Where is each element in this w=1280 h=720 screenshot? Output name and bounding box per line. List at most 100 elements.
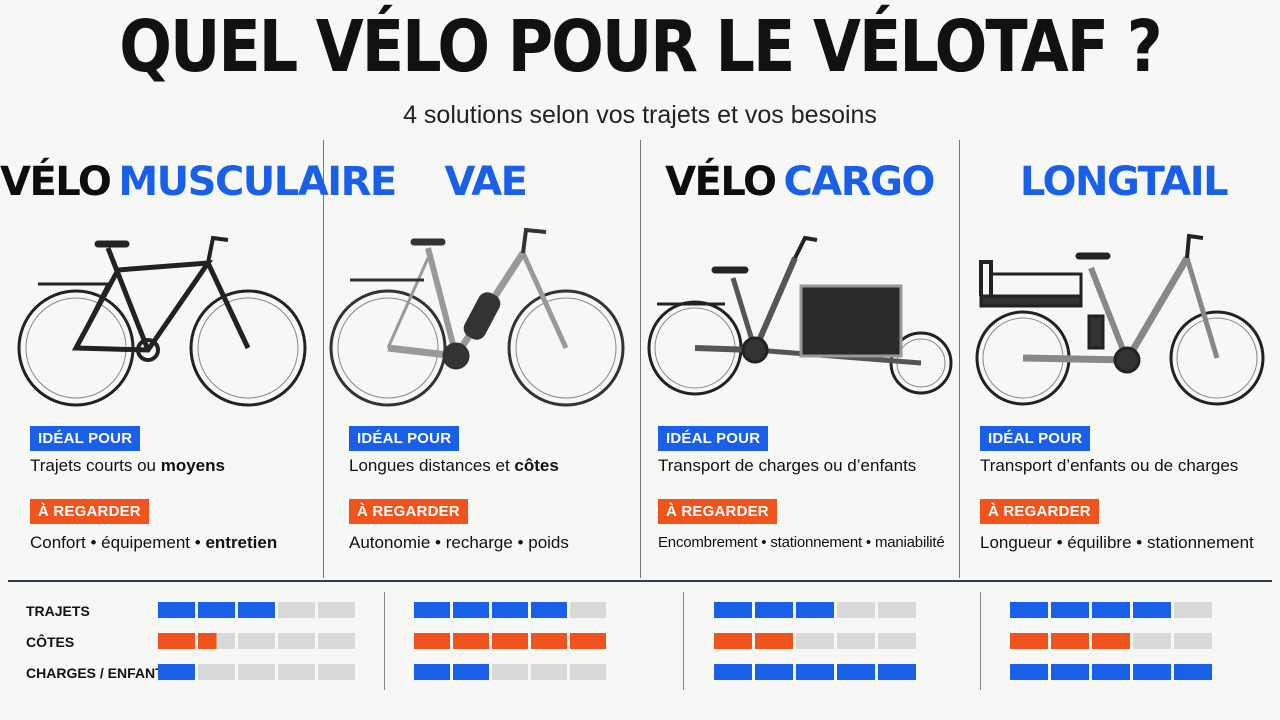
rating-divider [980,592,981,690]
rating-bar [1010,664,1212,680]
rating-bar [1010,633,1212,649]
rating-bar [714,664,916,680]
rating-bar [158,602,355,618]
rating-segment [158,633,195,649]
rating-segment [453,664,489,680]
rating-segment [198,664,235,680]
rating-segment [1092,633,1130,649]
rating-bar [714,602,916,618]
rating-segment [837,664,875,680]
electric-bike-illustration [329,227,625,407]
page-subtitle: 4 solutions selon vos trajets et vos bes… [403,101,877,129]
rating-segment [837,602,875,618]
rating-segment [198,633,235,649]
watch-text: Autonomie • recharge • poids [349,533,569,552]
column-divider [323,140,324,578]
rating-segment [278,664,315,680]
rating-segment [837,633,875,649]
rating-segment [453,602,489,618]
rating-segment [714,664,752,680]
rating-segment [1092,664,1130,680]
ideal-text: Transport d’enfants ou de charges [980,456,1239,475]
watch-badge: À REGARDER [980,499,1099,524]
rating-segment [278,602,315,618]
rating-segment [414,664,450,680]
rating-segment [570,602,606,618]
watch-text: Longueur • équilibre • stationnement [980,533,1254,552]
rating-bar [158,664,355,680]
rating-segment [238,664,275,680]
rating-segment [453,633,489,649]
rating-segment [755,664,793,680]
column-heading-vae: VAE [444,159,528,205]
city-bike-illustration [17,235,307,407]
rating-segment [1010,633,1048,649]
rating-segment [714,602,752,618]
rating-divider [384,592,385,690]
page-title: QUEL VÉLO POUR LE VÉLOTAF ? [119,4,1162,89]
rating-segment [238,602,275,618]
rating-segment [414,633,450,649]
rating-bar [1010,602,1212,618]
rating-segment [755,602,793,618]
rating-segment [570,633,606,649]
rating-segment [492,633,528,649]
watch-text: Encombrement • stationnement • maniabili… [658,534,945,551]
rating-bar [158,633,355,649]
rating-bar [414,664,606,680]
rating-segment [414,602,450,618]
ideal-badge: IDÉAL POUR [980,426,1091,451]
rating-segment [878,633,916,649]
rating-segment [1051,602,1089,618]
rating-segment [1133,633,1171,649]
column-divider [959,140,960,578]
ideal-text: Transport de charges ou d’enfants [658,456,917,475]
rating-segment [158,602,195,618]
rating-segment [878,602,916,618]
rating-bar [714,633,916,649]
rating-segment [278,633,315,649]
watch-badge: À REGARDER [658,499,777,524]
ideal-text: Longues distances et côtes [349,456,559,475]
rating-segment [796,602,834,618]
rating-segment [1051,664,1089,680]
rating-segment [570,664,606,680]
rating-label-cotes: CÔTES [26,634,75,650]
ideal-badge: IDÉAL POUR [349,426,460,451]
rating-segment [1174,633,1212,649]
rating-segment [318,633,355,649]
rating-segment [492,602,528,618]
rating-segment [796,633,834,649]
rating-segment [878,664,916,680]
rating-bar [414,633,606,649]
rating-segment [1174,602,1212,618]
rating-bar [414,602,606,618]
longtail-bike-illustration [975,233,1265,406]
rating-label-charges: CHARGES / ENFANTS [26,665,174,681]
watch-text: Confort • équipement • entretien [30,533,278,552]
rating-segment [1174,664,1212,680]
column-heading-cargo: VÉLO CARGO [665,159,935,205]
watch-badge: À REGARDER [30,499,149,524]
rating-segment [1051,633,1089,649]
column-heading-musculaire: VÉLO MUSCULAIRE [0,159,397,205]
rating-segment [318,664,355,680]
rating-segment [198,602,235,618]
rating-label-trajets: TRAJETS [26,603,90,619]
rating-segment [318,602,355,618]
rating-segment [796,664,834,680]
ideal-text: Trajets courts ou moyens [30,456,225,475]
rating-segment [492,664,528,680]
rating-divider [683,592,684,690]
rating-segment [1133,602,1171,618]
rating-segment [1092,602,1130,618]
rating-segment [1010,664,1048,680]
column-heading-longtail: LONGTAIL [1019,159,1229,205]
ideal-badge: IDÉAL POUR [30,426,141,451]
ideal-badge: IDÉAL POUR [658,426,769,451]
rating-segment [714,633,752,649]
rating-segment [1133,664,1171,680]
rating-segment [238,633,275,649]
column-divider [640,140,641,578]
section-divider [8,580,1272,582]
